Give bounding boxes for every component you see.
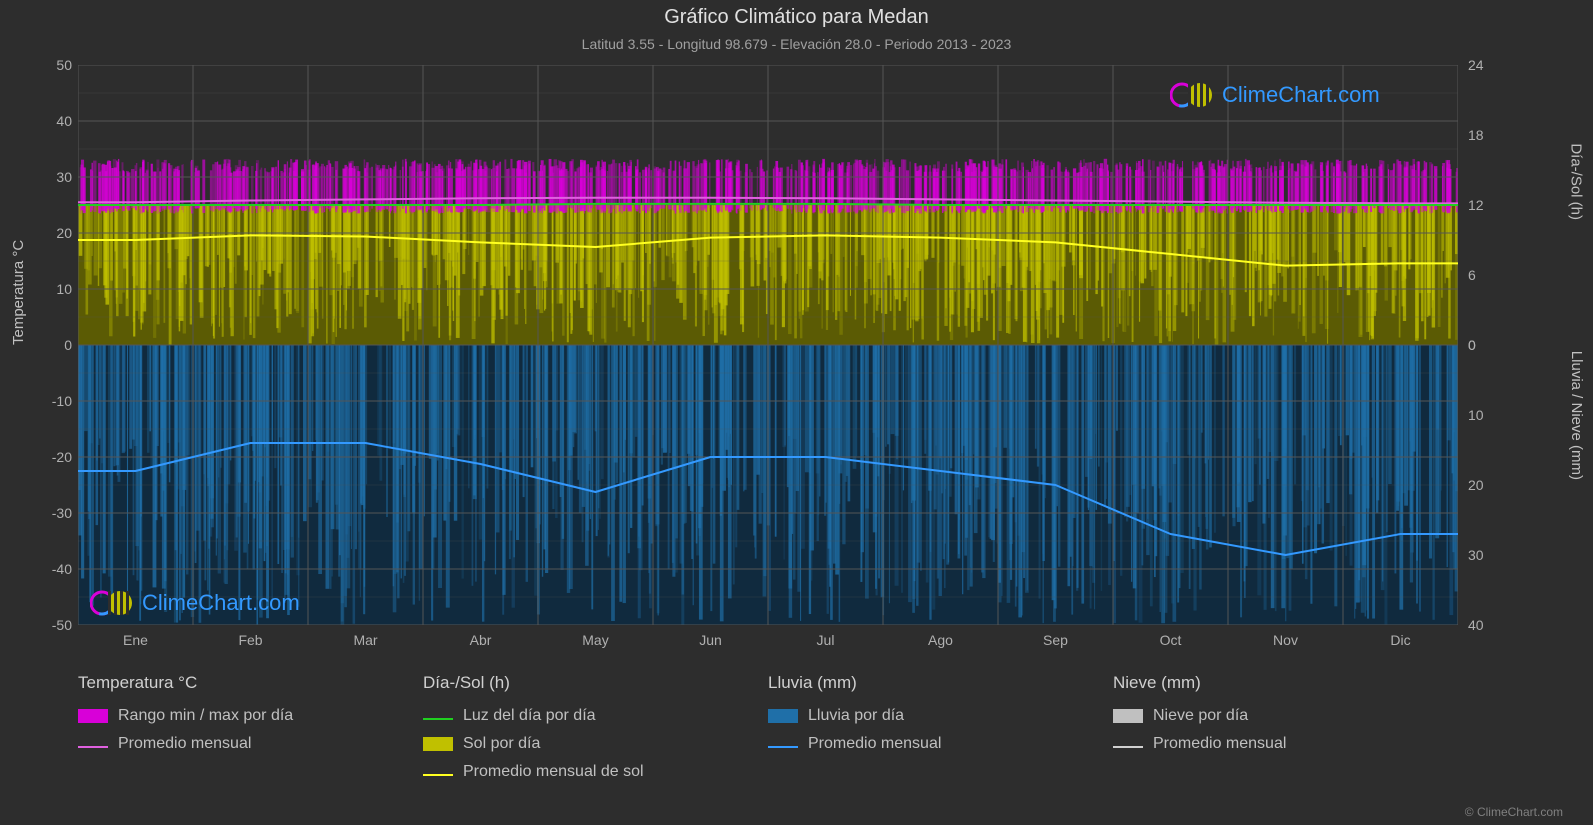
y-left-tick: -50 bbox=[32, 617, 72, 633]
legend-label: Promedio mensual bbox=[808, 735, 941, 753]
y-right-top-tick: 18 bbox=[1468, 127, 1508, 143]
legend-item: Promedio mensual bbox=[78, 735, 423, 753]
y-right-top-tick: 24 bbox=[1468, 57, 1508, 73]
x-tick: May bbox=[582, 632, 608, 648]
legend-line-icon bbox=[423, 774, 453, 776]
y-right-bottom-tick: 20 bbox=[1468, 477, 1508, 493]
y-left-tick: -30 bbox=[32, 505, 72, 521]
watermark-text: ClimeChart.com bbox=[142, 590, 300, 616]
logo-icon bbox=[90, 588, 134, 618]
x-tick: Ago bbox=[928, 632, 953, 648]
legend-label: Rango min / max por día bbox=[118, 707, 293, 725]
y-left-tick: 40 bbox=[32, 113, 72, 129]
legend-label: Sol por día bbox=[463, 735, 540, 753]
y-left-tick: 10 bbox=[32, 281, 72, 297]
legend-swatch-icon bbox=[1113, 709, 1143, 723]
legend-line-icon bbox=[423, 718, 453, 720]
y-left-tick: 20 bbox=[32, 225, 72, 241]
chart-title: Gráfico Climático para Medan bbox=[0, 6, 1593, 29]
copyright-text: © ClimeChart.com bbox=[1465, 805, 1563, 819]
x-tick: Nov bbox=[1273, 632, 1298, 648]
legend-column: Temperatura °C Rango min / max por día Pro… bbox=[78, 665, 423, 805]
chart-container: Gráfico Climático para Medan Latitud 3.5… bbox=[0, 0, 1593, 825]
legend-column: Nieve (mm) Nieve por día Promedio mensual bbox=[1113, 665, 1458, 805]
y-right-bottom-tick: 10 bbox=[1468, 407, 1508, 423]
y-left-tick: -40 bbox=[32, 561, 72, 577]
legend-label: Luz del día por día bbox=[463, 707, 596, 725]
y-right-top-tick: 12 bbox=[1468, 197, 1508, 213]
legend-column: Día-/Sol (h) Luz del día por día Sol por d… bbox=[423, 665, 768, 805]
y-right-bottom-tick: 0 bbox=[1468, 337, 1508, 353]
x-tick: Oct bbox=[1160, 632, 1182, 648]
watermark-text: ClimeChart.com bbox=[1222, 82, 1380, 108]
x-tick: Abr bbox=[470, 632, 492, 648]
x-tick: Jun bbox=[699, 632, 722, 648]
legend-header: Día-/Sol (h) bbox=[423, 673, 768, 693]
legend-label: Promedio mensual bbox=[1153, 735, 1286, 753]
plot-area bbox=[78, 65, 1458, 625]
legend-swatch-icon bbox=[78, 709, 108, 723]
legend-item: Promedio mensual bbox=[1113, 735, 1458, 753]
y-left-tick: 30 bbox=[32, 169, 72, 185]
chart-subtitle: Latitud 3.55 - Longitud 98.679 - Elevaci… bbox=[0, 36, 1593, 52]
y-right-top-tick: 6 bbox=[1468, 267, 1508, 283]
legend-label: Nieve por día bbox=[1153, 707, 1248, 725]
legend-item: Promedio mensual bbox=[768, 735, 1113, 753]
legend-label: Lluvia por día bbox=[808, 707, 904, 725]
legend: Temperatura °C Rango min / max por día Pro… bbox=[78, 665, 1458, 805]
x-tick: Jul bbox=[817, 632, 835, 648]
y-left-tick: 50 bbox=[32, 57, 72, 73]
legend-line-icon bbox=[78, 746, 108, 748]
logo-icon bbox=[1170, 80, 1214, 110]
legend-label: Promedio mensual bbox=[118, 735, 251, 753]
x-tick: Ene bbox=[123, 632, 148, 648]
watermark-top: ClimeChart.com bbox=[1170, 80, 1380, 110]
x-tick: Sep bbox=[1043, 632, 1068, 648]
legend-line-icon bbox=[768, 746, 798, 748]
y-right-bottom-tick: 30 bbox=[1468, 547, 1508, 563]
legend-item: Nieve por día bbox=[1113, 707, 1458, 725]
x-tick: Feb bbox=[238, 632, 262, 648]
legend-swatch-icon bbox=[423, 737, 453, 751]
daylight-line bbox=[78, 204, 1458, 205]
legend-line-icon bbox=[1113, 746, 1143, 748]
y-right-bottom-tick: 40 bbox=[1468, 617, 1508, 633]
legend-item: Rango min / max por día bbox=[78, 707, 423, 725]
legend-header: Nieve (mm) bbox=[1113, 673, 1458, 693]
legend-label: Promedio mensual de sol bbox=[463, 763, 644, 781]
legend-header: Lluvia (mm) bbox=[768, 673, 1113, 693]
y-left-tick: 0 bbox=[32, 337, 72, 353]
x-tick: Mar bbox=[353, 632, 377, 648]
legend-swatch-icon bbox=[768, 709, 798, 723]
legend-item: Promedio mensual de sol bbox=[423, 763, 768, 781]
y-axis-right-bottom-label: Lluvia / Nieve (mm) bbox=[1568, 351, 1585, 480]
legend-item: Lluvia por día bbox=[768, 707, 1113, 725]
watermark-bottom: ClimeChart.com bbox=[90, 588, 300, 618]
legend-header: Temperatura °C bbox=[78, 673, 423, 693]
y-axis-left-label: Temperatura °C bbox=[10, 240, 27, 345]
x-tick: Dic bbox=[1390, 632, 1410, 648]
legend-item: Sol por día bbox=[423, 735, 768, 753]
y-axis-right-top-label: Día-/Sol (h) bbox=[1568, 143, 1585, 220]
legend-item: Luz del día por día bbox=[423, 707, 768, 725]
legend-column: Lluvia (mm) Lluvia por día Promedio mensua… bbox=[768, 665, 1113, 805]
y-left-tick: -10 bbox=[32, 393, 72, 409]
y-left-tick: -20 bbox=[32, 449, 72, 465]
